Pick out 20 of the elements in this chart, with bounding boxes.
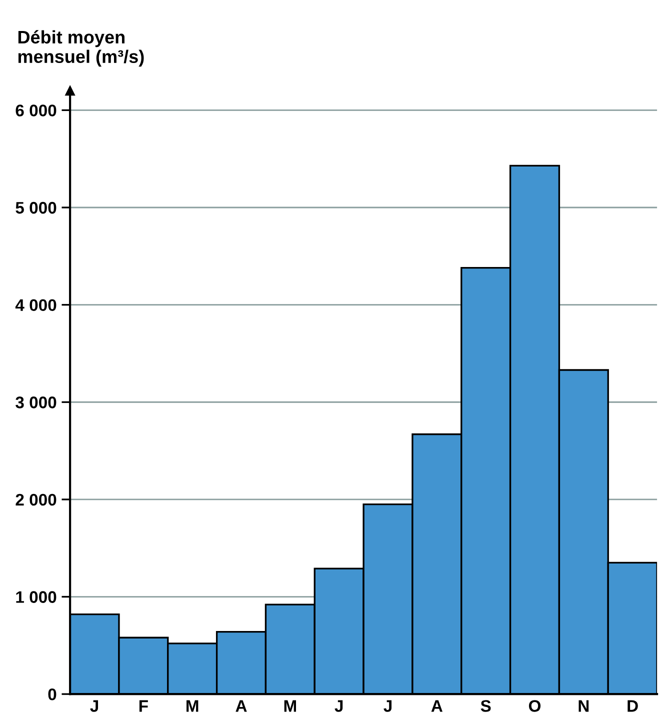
y-tick-label: 0 [48, 688, 56, 700]
y-tick-label: 1 000 [16, 591, 56, 603]
y-tick-label: 5 000 [16, 202, 56, 214]
x-tick-label: M [186, 700, 198, 712]
x-tick-label: D [628, 700, 638, 712]
x-tick-label: F [139, 700, 148, 712]
y-tick-label: 3 000 [16, 396, 56, 408]
x-tick-label: S [480, 700, 491, 712]
y-tick-label: 4 000 [15, 299, 56, 312]
x-tick-label: M [284, 700, 296, 712]
x-tick-label: A [431, 700, 442, 712]
x-tick-label: J [384, 700, 392, 712]
x-tick-label: J [90, 700, 98, 712]
x-tick-label: A [236, 700, 247, 712]
y-tick-label: 6 000 [16, 104, 56, 116]
x-tick-label: N [578, 700, 589, 712]
x-tick-label: O [528, 700, 541, 712]
y-axis-title: Débit moyen mensuel (m³/s) [18, 30, 144, 67]
y-tick-label: 2 000 [16, 494, 56, 506]
x-tick-label: J [334, 700, 343, 712]
